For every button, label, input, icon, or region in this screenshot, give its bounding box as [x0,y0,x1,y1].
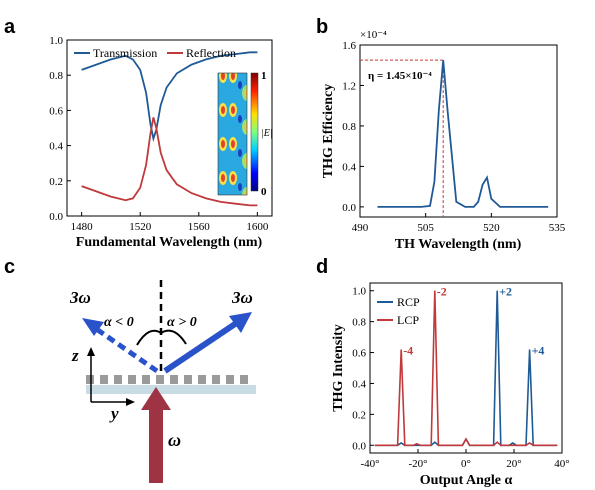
inset-field-map [217,72,248,196]
x-tick-label: 1600 [246,221,269,233]
peak-label: +2 [499,285,512,299]
y-tick-label: 0.4 [49,141,63,153]
y-tick-label: 0.8 [342,121,356,133]
x-tick-label: 1520 [129,221,152,233]
label-right-3omega: 3ω [231,288,253,307]
peak-label: +4 [532,343,545,357]
input-beam [149,408,163,483]
series-line-reflection [81,117,258,207]
x-tick-label: 0° [461,458,471,470]
panel-a: a 0.0 0.2 0.4 0.6 0.8 1.0 1480 1520 1560 1600 Fu… [4,16,273,250]
y-tick-label: 0.8 [352,317,366,329]
x-tick-label: 1560 [188,221,211,233]
arrowhead-left-icon [82,318,104,336]
series-line-thg-efficiency [377,60,549,208]
label-alpha-positive: α > 0 [167,315,197,330]
x-tick-label: 505 [417,222,434,234]
efficiency-annotation: η = 1.45×10⁻⁴ [368,70,432,82]
x-tick-label: 520 [483,222,500,234]
series-line-lcp [374,290,558,447]
y-tick-label: 0.6 [49,105,63,117]
peak-labels-d: -4 -2 +2 +4 [403,285,544,358]
panel-c: c [4,256,256,483]
y-tick-label: 0.8 [49,70,63,82]
substrate [86,385,256,394]
angle-arc-right [160,329,187,345]
y-tick-label: 0.4 [342,161,356,173]
x-tick-label: 490 [352,222,369,234]
x-axis-title-d: Output Angle α [420,473,513,488]
x-tick-label: 535 [549,222,566,234]
angle-arc-left [136,329,162,346]
plot-frame-b [359,44,558,218]
y-tick-label: 1.2 [342,80,356,92]
peak-label: -4 [403,343,413,357]
label-y-axis: y [109,404,119,423]
output-beam-left [90,323,159,374]
annotation-guides-b [360,59,444,217]
panel-label-c: c [4,256,15,278]
y-tick-label: 0.0 [49,211,63,223]
label-left-3omega: 3ω [69,288,91,307]
z-axis-arrow-icon [87,347,95,356]
y-tick-label: 0.4 [352,378,366,390]
panel-d: d 0.0 0.2 0.4 0.6 0.8 1.0 -40° -20° 0° 20° 40° -4… [316,256,570,488]
legend-label-lcp: LCP [397,313,419,327]
input-arrowhead-icon [141,387,171,410]
y-tick-label: 1.0 [352,286,366,298]
y-tick-label: 0.0 [342,202,356,214]
inset-colorbar-label: |E| [261,128,273,139]
x-axis-title-a: Fundamental Wavelength (nm) [76,235,263,250]
y-tick-labels-a: 0.0 0.2 0.4 0.6 0.8 1.0 [49,35,71,223]
x-tick-label: 40° [554,458,569,470]
panel-b: b ×10⁻⁴ 0.0 0.4 0.8 1.2 1.6 490 505 520 535 TH … [316,16,566,252]
y-tick-label: 0.2 [49,176,63,188]
series-lines-a [81,51,258,207]
label-input-omega: ω [168,430,181,450]
x-tick-label: 20° [506,458,521,470]
arrowhead-right-icon [229,312,252,333]
panel-label-a: a [4,16,16,38]
x-tick-labels-b: 490 505 520 535 [352,213,566,234]
y-tick-label: 1.6 [342,40,356,52]
inset-colorbar-min: 0 [261,186,267,198]
y-tick-label: 0.0 [352,440,366,452]
inset-colorbar-max: 1 [261,70,267,82]
y-scale-label-b: ×10⁻⁴ [360,29,387,41]
peak-label: -2 [437,285,447,299]
x-tick-label: -40° [360,458,379,470]
x-axis-title-b: TH Wavelength (nm) [395,237,522,252]
y-tick-labels-b: 0.0 0.4 0.8 1.2 1.6 [342,40,364,214]
y-tick-label: 1.0 [49,35,63,47]
x-tick-label: -20° [408,458,427,470]
output-beam-right [163,319,240,374]
legend-label-transmission: Transmission [93,46,157,60]
plot-frame-a [66,39,273,217]
y-tick-label: 0.2 [352,409,366,421]
label-alpha-negative: α < 0 [104,315,134,330]
panel-label-b: b [316,16,328,38]
label-z-axis: z [71,346,79,365]
x-tick-labels-a: 1480 1520 1560 1600 [71,212,269,233]
series-lines-d [374,290,558,447]
legend-label-reflection: Reflection [186,46,236,60]
y-axis-title-d: THG Intensity [331,324,346,412]
x-tick-labels-d: -40° -20° 0° 20° 40° [360,449,570,470]
inset-colorbar [250,72,259,192]
y-axis-arrow-icon [126,398,135,406]
y-tick-label: 0.6 [352,348,366,360]
legend-label-rcp: RCP [397,295,420,309]
series-lines-b [377,60,549,208]
grating [86,375,248,384]
y-tick-labels-d: 0.0 0.2 0.4 0.6 0.8 1.0 [352,286,374,452]
y-axis-title-b: THG Efficiency [321,84,336,179]
x-tick-label: 1480 [71,221,94,233]
panel-label-d: d [316,256,328,278]
